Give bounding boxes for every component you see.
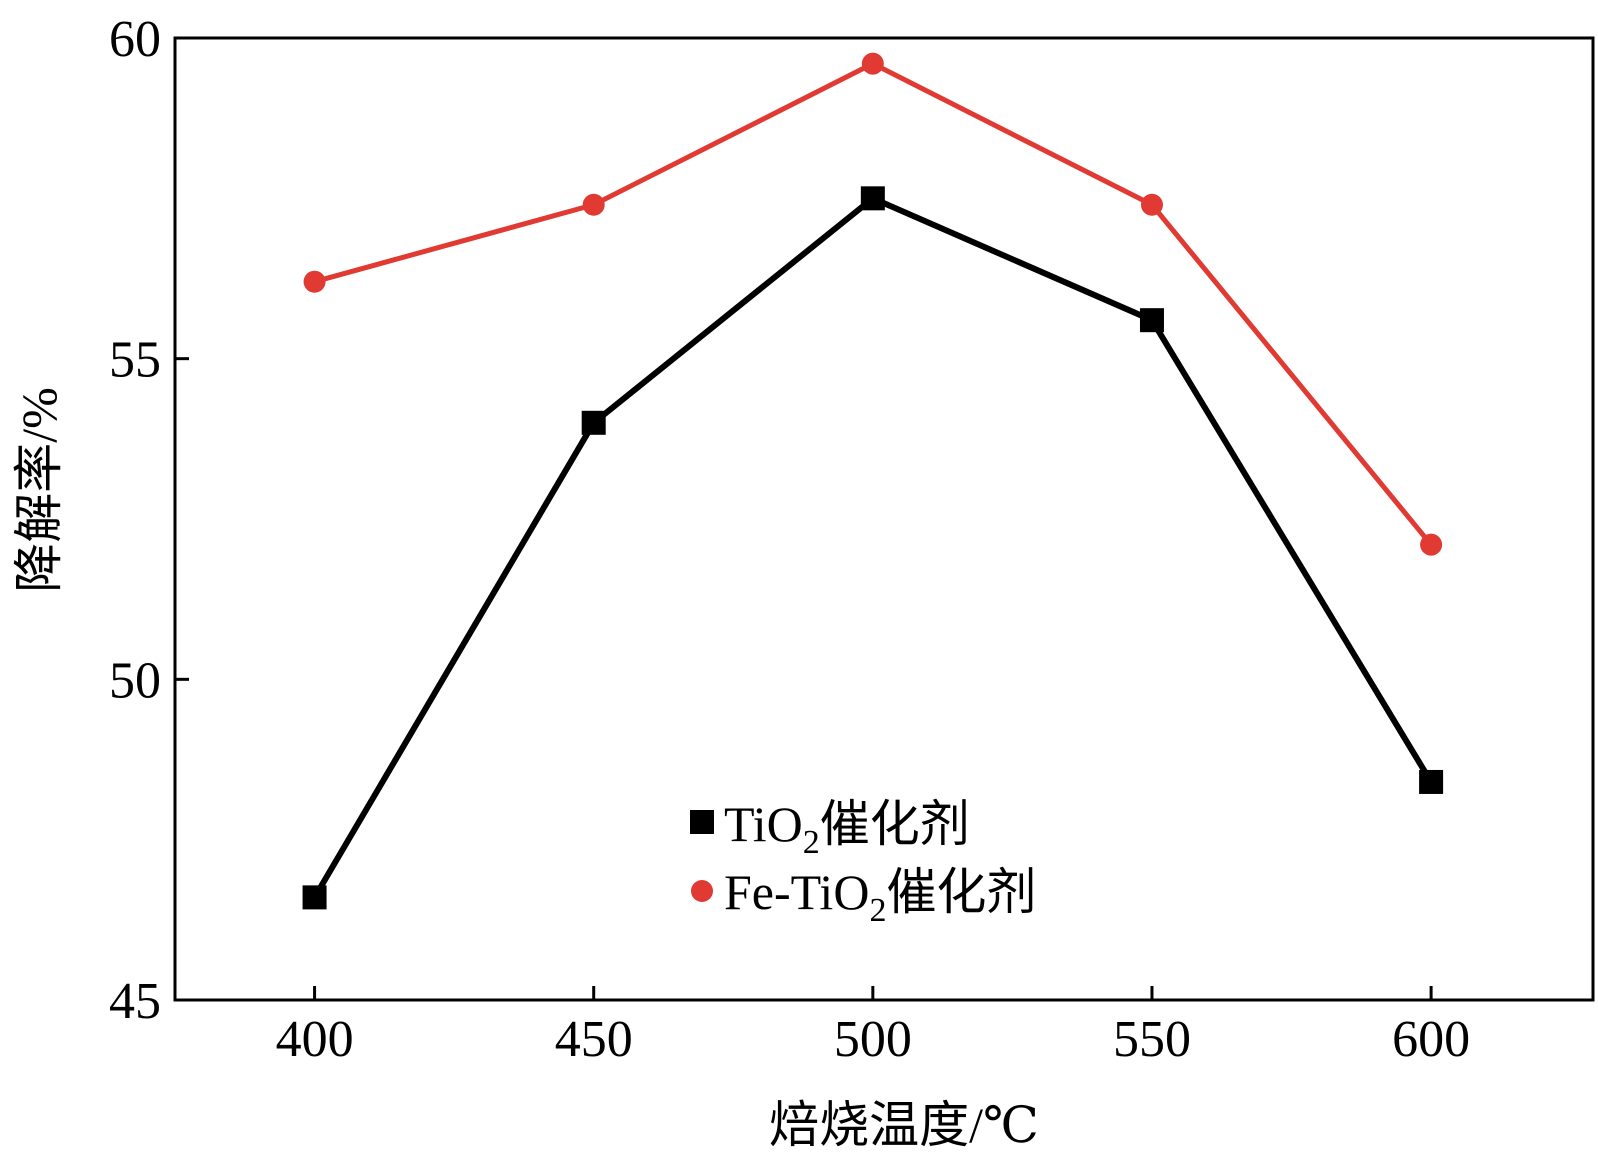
y-axis-label: 降解率/% [11,387,67,593]
legend-tio2-main: TiO [724,796,803,852]
y-tick-label: 55 [109,332,161,389]
x-axis-label: 焙烧温度/℃ [769,1097,1039,1153]
legend-tio2-tail: 催化剂 [820,796,970,852]
legend-label-tio2: TiO2催化剂 [724,796,970,861]
legend-tio2-subscript: 2 [803,824,820,861]
x-tick-label: 400 [276,1011,354,1068]
y-tick-label: 50 [109,652,161,709]
x-tick-label: 450 [555,1011,633,1068]
data-point-square [1419,769,1444,794]
series-line-1 [313,61,1434,547]
series-layer [302,52,1444,910]
data-point-circle [303,270,326,293]
plot-frame [173,36,1595,1002]
y-tick-label: 60 [109,11,161,68]
legend-fe-tio2-main: Fe-TiO [724,864,869,920]
legend: TiO2催化剂 Fe-TiO2催化剂 [690,796,1036,929]
legend-fe-tio2-subscript: 2 [869,892,886,929]
x-tick-label: 600 [1392,1011,1470,1068]
legend-item-fe-tio2: Fe-TiO2催化剂 [691,864,1036,929]
series-line-0 [311,195,1434,899]
legend-item-tio2: TiO2催化剂 [690,796,970,861]
data-point-circle [861,52,884,75]
y-tick-label: 45 [109,973,161,1030]
legend-fe-tio2-tail: 催化剂 [886,864,1036,920]
data-point-square [581,410,606,435]
x-tick-label: 550 [1113,1011,1191,1068]
x-tick-label: 500 [834,1011,912,1068]
data-point-square [860,186,885,211]
data-point-square [1139,308,1164,333]
legend-circle-marker [691,880,713,902]
legend-label-fe-tio2: Fe-TiO2催化剂 [724,864,1036,929]
data-point-circle [1420,533,1443,556]
data-point-circle [582,193,605,216]
y-axis-ticks: 45 50 55 60 [109,11,189,1030]
data-point-circle [1140,193,1163,216]
data-point-square [302,885,327,910]
legend-square-marker [690,810,714,834]
x-axis-ticks: 400 450 500 550 600 [276,986,1470,1068]
